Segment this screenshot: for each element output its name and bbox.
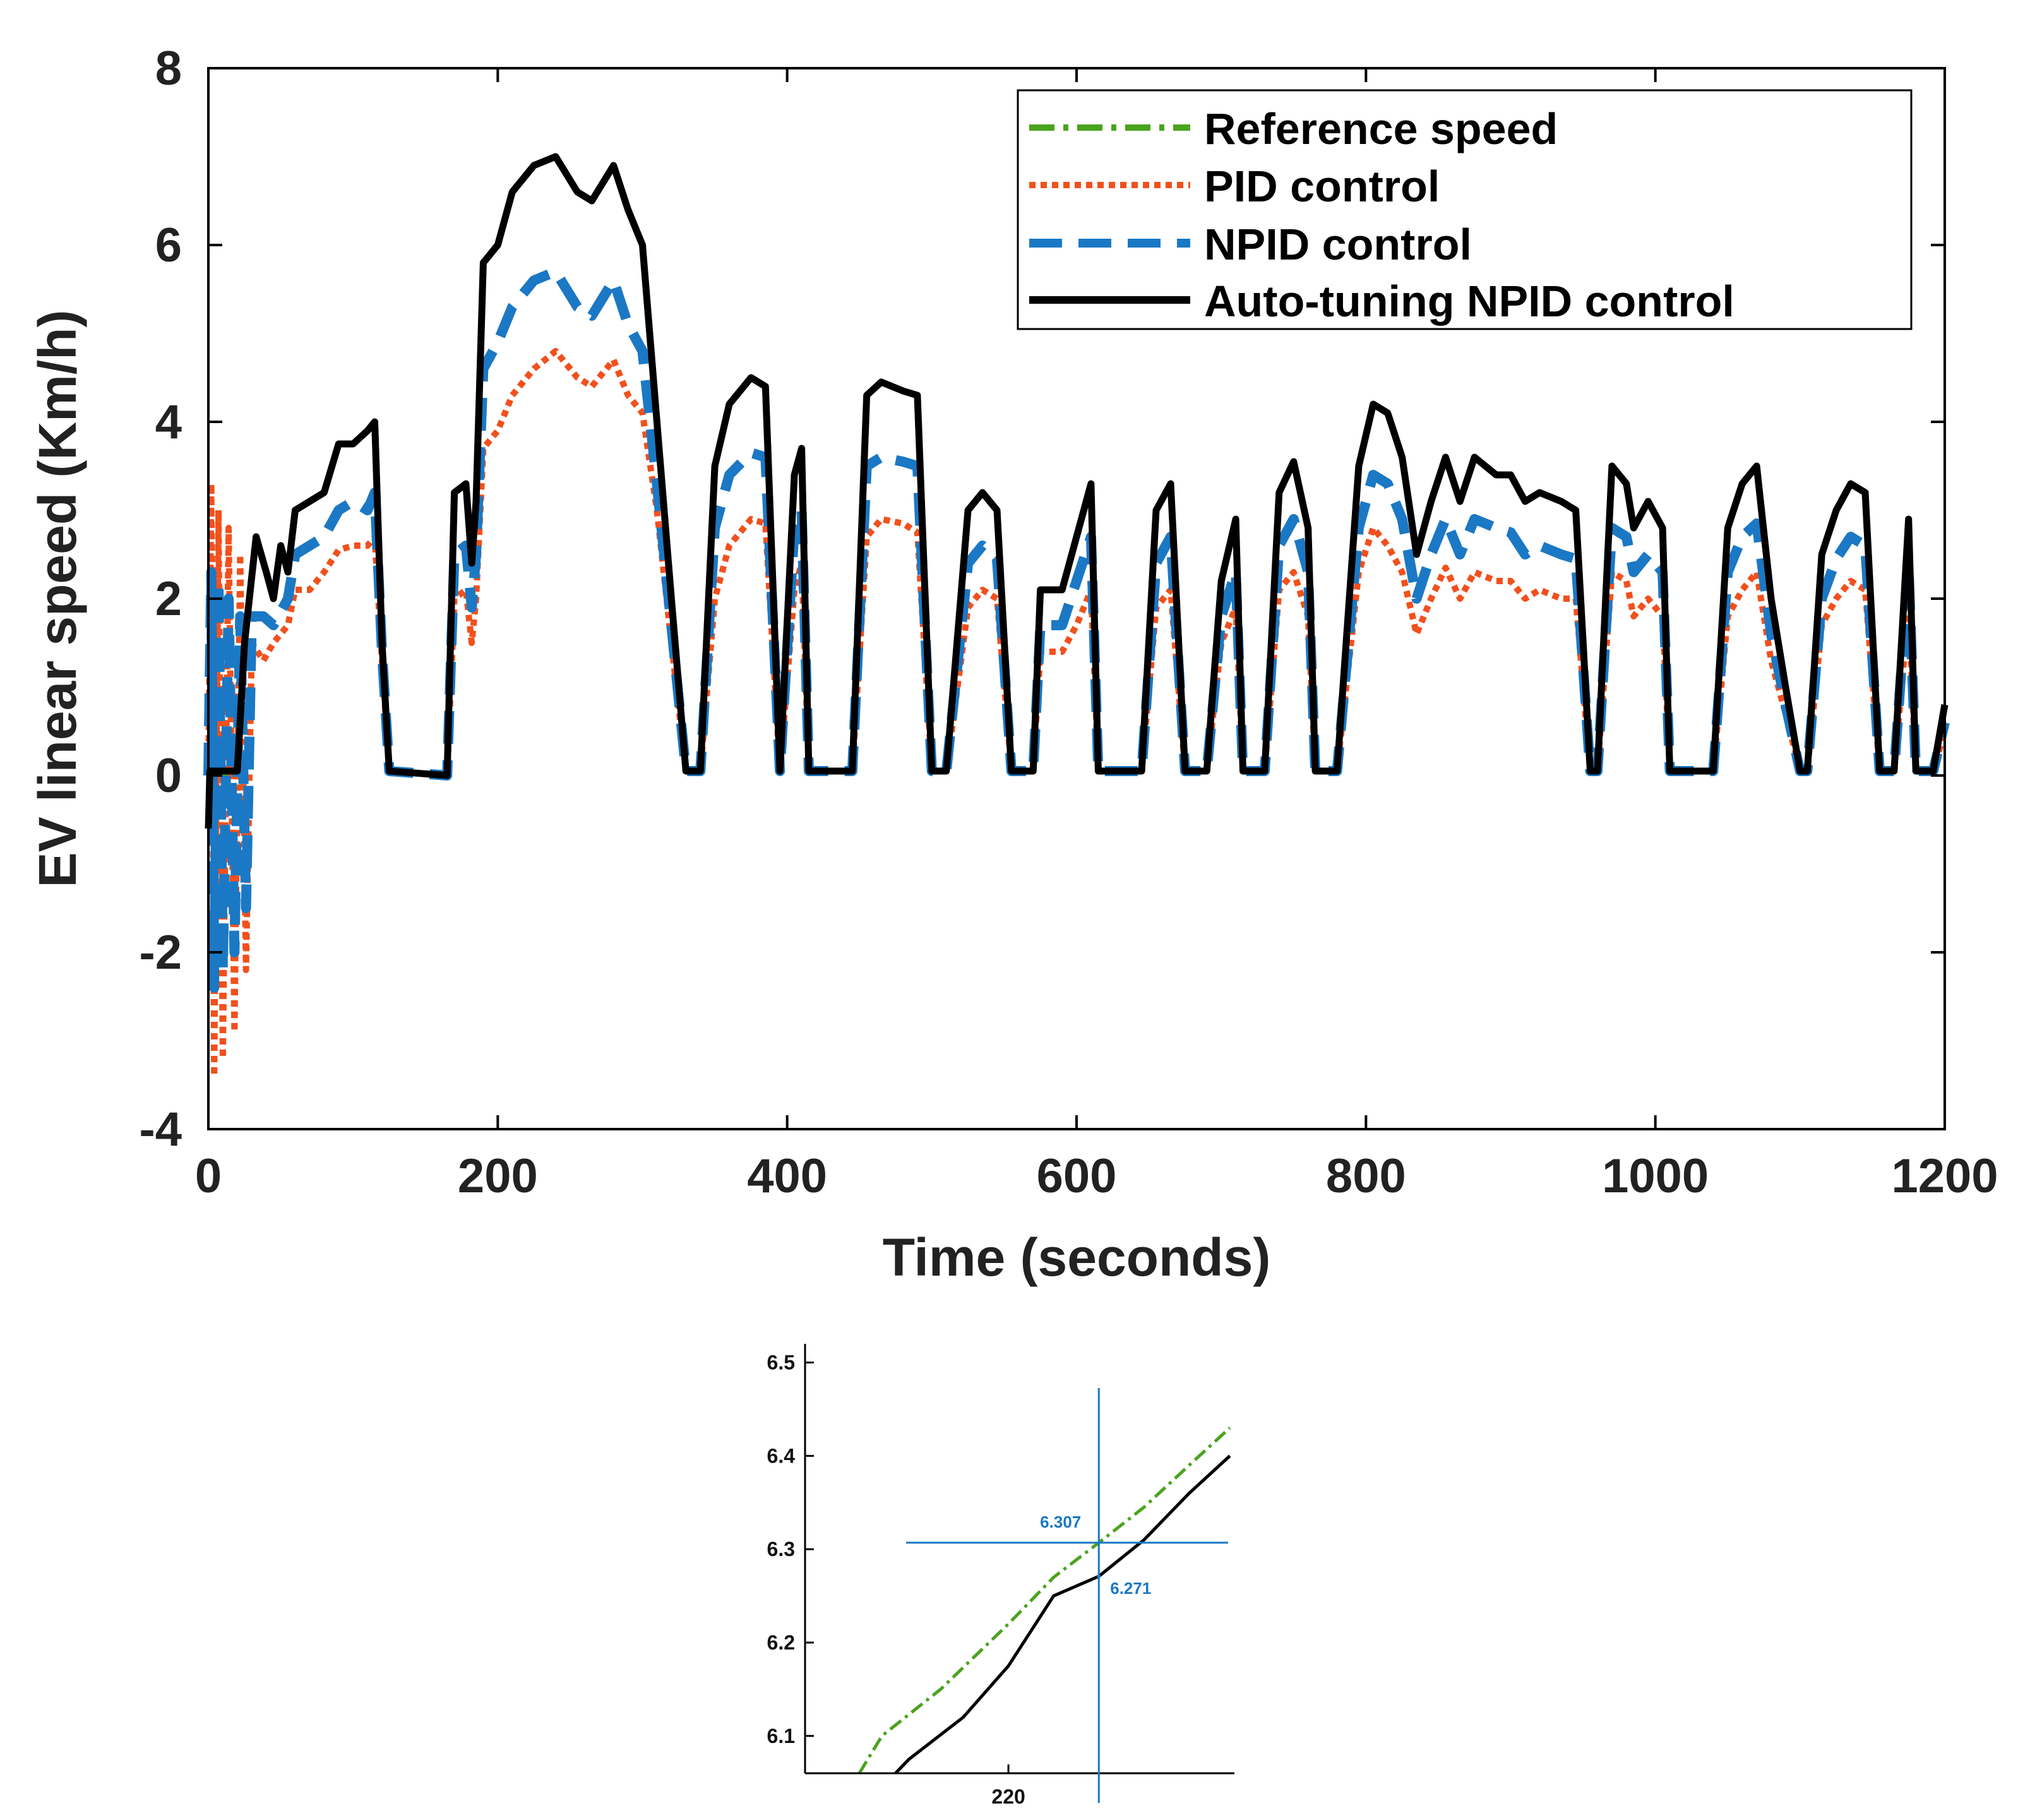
y-tick-label: 0 bbox=[155, 749, 182, 803]
legend: Reference speed PID control NPID control… bbox=[1017, 89, 1913, 330]
inset-y-tick-label: 6.4 bbox=[767, 1444, 796, 1467]
main-plot-lines bbox=[203, 153, 1950, 1079]
inset-series-line-reference-speed bbox=[857, 1427, 1231, 1775]
inset-y-tick-label: 6.5 bbox=[767, 1351, 795, 1374]
x-tick-label: 0 bbox=[195, 1149, 222, 1203]
inset-y-tick-label: 6.1 bbox=[767, 1725, 795, 1747]
x-tick-label: 600 bbox=[1037, 1149, 1117, 1203]
inset-ticks: 6.1 6.2 6.3 6.4 6.5 220 bbox=[767, 1351, 1025, 1808]
series-line-auto-tuning-npid-control bbox=[205, 153, 1949, 829]
y-tick-label: -4 bbox=[139, 1103, 182, 1156]
inset-y-tick-label: 6.2 bbox=[767, 1631, 795, 1654]
y-tick-label: -2 bbox=[139, 926, 182, 979]
cursor-marker bbox=[1097, 1574, 1101, 1579]
x-tick-label: 1200 bbox=[1891, 1149, 1998, 1203]
y-tick-label: 8 bbox=[155, 42, 182, 95]
x-tick-label: 800 bbox=[1326, 1149, 1406, 1203]
main-ticks: 0 200 400 600 800 1000 1200 -4 -2 0 2 4 6 8 bbox=[139, 42, 1998, 1203]
inset-series-line-auto-tuning-npid-control bbox=[894, 1454, 1231, 1775]
x-tick-label: 1000 bbox=[1602, 1149, 1709, 1203]
y-tick-label: 6 bbox=[155, 219, 182, 272]
y-axis-label: EV linear speed (Km/h) bbox=[28, 310, 87, 888]
series-line-pid-control bbox=[205, 348, 1948, 1079]
x-axis-label: Time (seconds) bbox=[883, 1228, 1271, 1287]
cursor-value-response: 6.271 bbox=[1110, 1579, 1151, 1598]
legend-label-pid: PID control bbox=[1204, 162, 1440, 211]
inset-cursor: 6.307 6.271 bbox=[906, 1388, 1228, 1803]
legend-box bbox=[1017, 89, 1913, 330]
legend-label-reference: Reference speed bbox=[1204, 104, 1558, 153]
inset-y-tick-label: 6.3 bbox=[767, 1538, 795, 1560]
inset-plot-lines bbox=[857, 1427, 1231, 1775]
x-tick-label: 400 bbox=[747, 1149, 827, 1203]
legend-label-npid: NPID control bbox=[1204, 220, 1472, 269]
main-chart: 0 200 400 600 800 1000 1200 -4 -2 0 2 4 6 8 EV linear… bbox=[28, 42, 1998, 1287]
inset-zoom-chart: 6.1 6.2 6.3 6.4 6.5 220 6.307 6.271 bbox=[767, 1344, 1234, 1808]
y-tick-label: 2 bbox=[155, 572, 182, 626]
cursor-value-reference: 6.307 bbox=[1040, 1512, 1081, 1531]
x-tick-label: 200 bbox=[458, 1149, 538, 1203]
legend-label-autotuning: Auto-tuning NPID control bbox=[1204, 277, 1734, 326]
inset-x-tick-label: 220 bbox=[991, 1785, 1025, 1808]
y-tick-label: 4 bbox=[155, 395, 182, 449]
